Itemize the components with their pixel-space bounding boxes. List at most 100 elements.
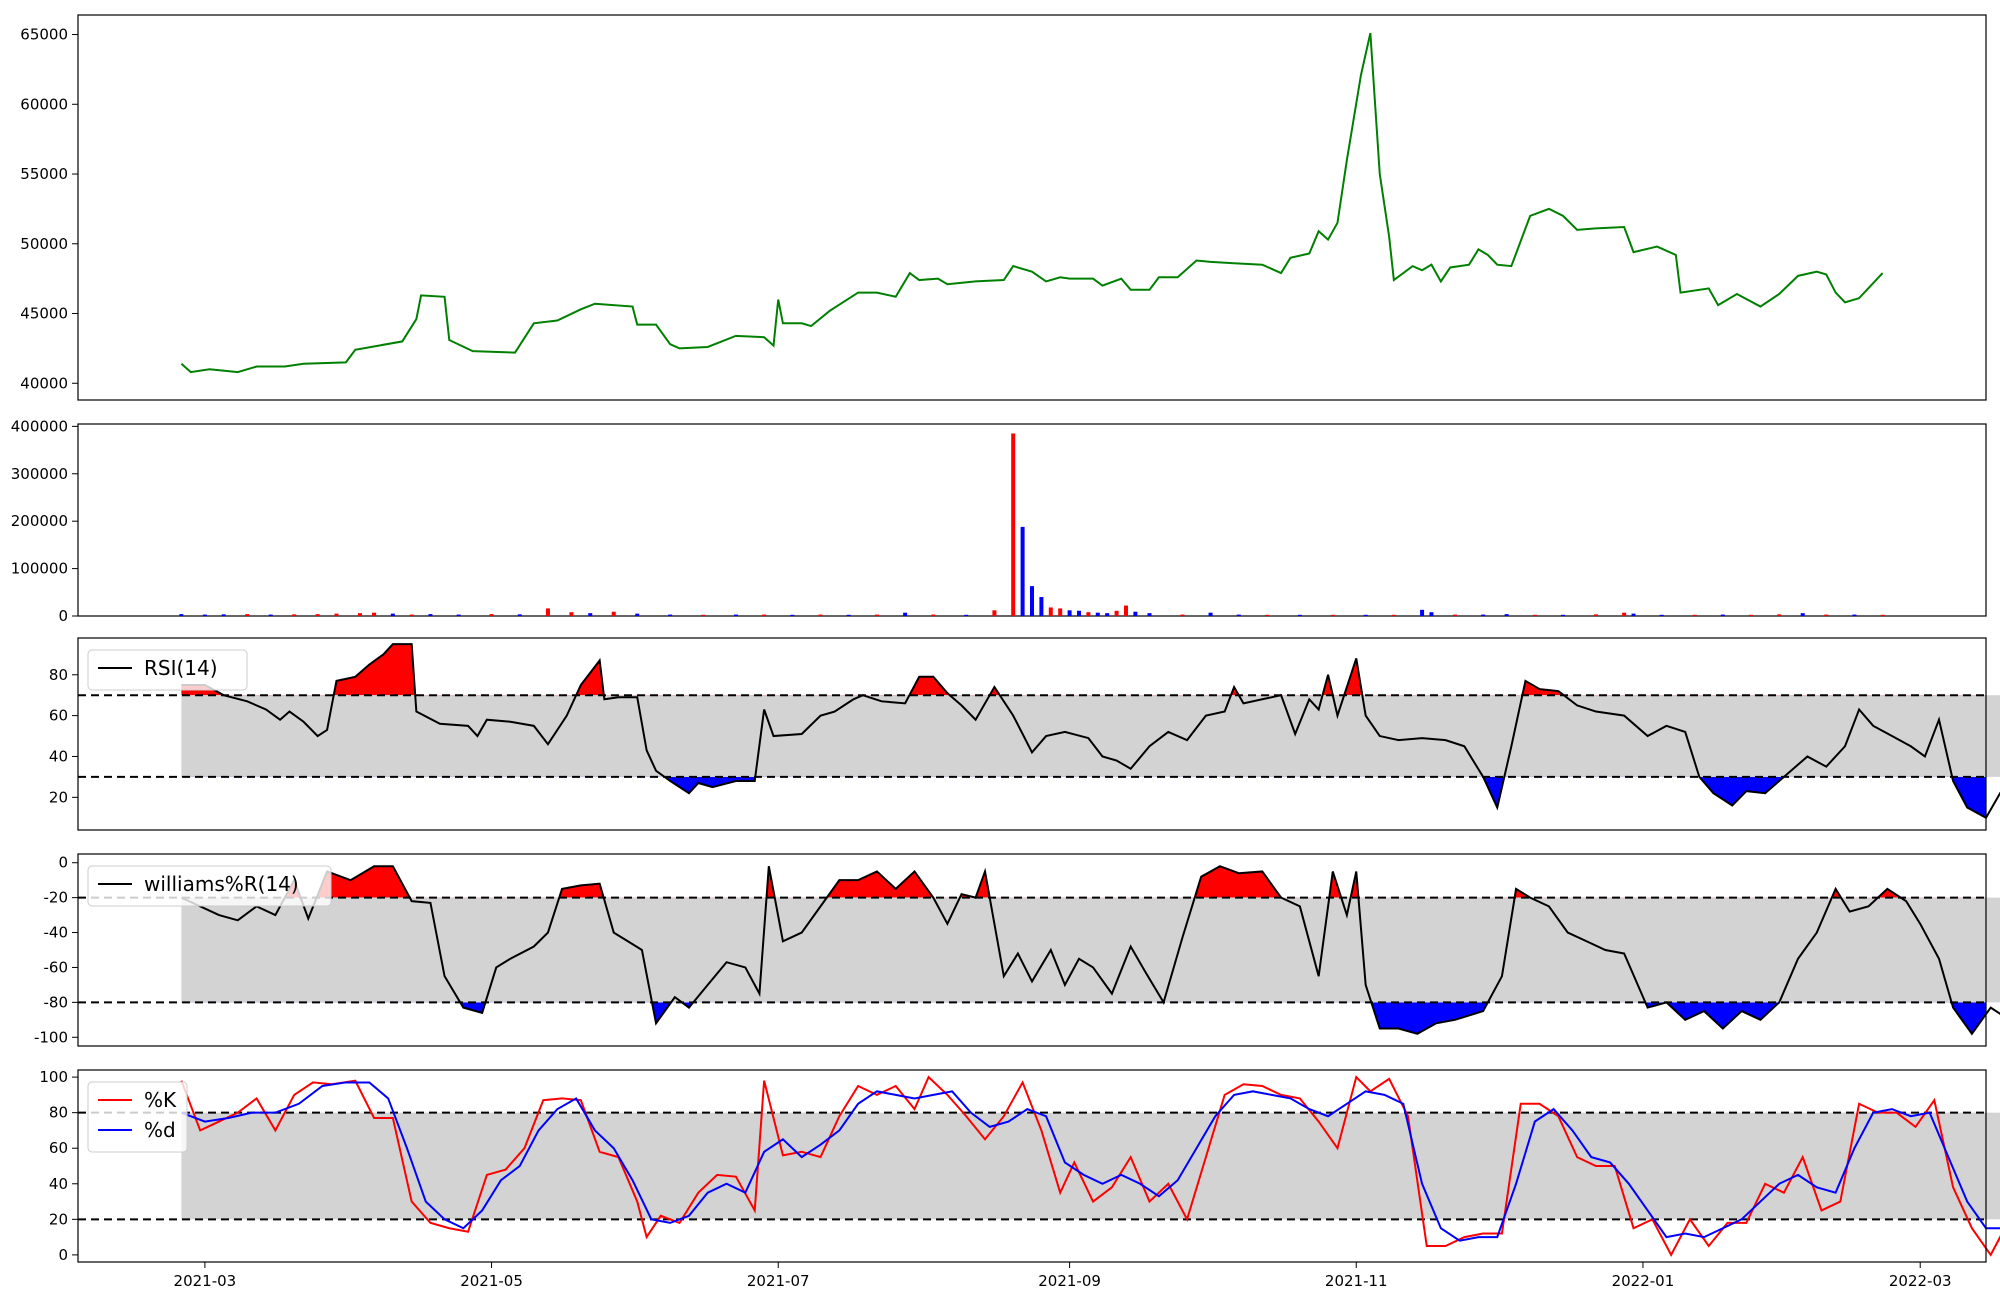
volume-bar — [1030, 586, 1034, 616]
volume-bar — [1180, 614, 1185, 616]
volume-bar — [221, 614, 226, 616]
y-tick-label: 400000 — [11, 417, 68, 435]
x-tick-label: 2022-03 — [1889, 1272, 1952, 1290]
y-tick-label: 60 — [49, 1139, 68, 1157]
y-tick-label: 0 — [58, 1246, 68, 1264]
volume-bar — [1532, 614, 1537, 616]
volume-bar — [409, 614, 414, 616]
volume-bar — [1058, 608, 1063, 616]
volume-bar — [1086, 612, 1091, 616]
volume-bar — [1824, 614, 1829, 616]
volume-bar — [334, 613, 339, 616]
volume-bar — [1800, 613, 1805, 616]
volume-bar — [1749, 614, 1754, 616]
volume-bar — [1048, 607, 1053, 616]
x-tick-label: 2021-07 — [747, 1272, 810, 1290]
y-tick-label: -40 — [44, 924, 69, 942]
volume-bar — [1777, 614, 1782, 616]
volume-bar — [992, 610, 997, 616]
volume-bar — [733, 614, 738, 616]
y-tick-label: -100 — [34, 1028, 68, 1046]
legend-entry: %d — [144, 1118, 176, 1142]
x-tick-label: 2021-03 — [174, 1272, 237, 1290]
volume-bar — [846, 614, 851, 616]
y-tick-label: 100 — [39, 1068, 68, 1086]
volume-bar — [202, 614, 207, 616]
indicator-band — [181, 1112, 2000, 1220]
volume-bar — [1114, 610, 1119, 616]
y-tick-label: 40000 — [20, 374, 68, 392]
y-tick-label: 55000 — [20, 165, 68, 183]
volume-bar — [357, 613, 362, 616]
legend-box — [87, 865, 332, 907]
oversold-fill — [664, 776, 1986, 818]
volume-bar — [1692, 614, 1697, 616]
overbought-fill — [181, 644, 1986, 696]
y-tick-label: 40 — [49, 747, 68, 765]
volume-bar — [635, 613, 640, 616]
volume-bar — [818, 614, 823, 616]
volume-bar — [874, 614, 879, 616]
y-tick-label: 40 — [49, 1175, 68, 1193]
volume-bar — [292, 614, 297, 616]
rsi-line — [181, 643, 2000, 820]
volume-bar — [1504, 614, 1509, 616]
volume-bar — [372, 612, 377, 616]
volume-bar — [428, 614, 433, 616]
volume-bar — [1452, 614, 1457, 616]
x-tick-label: 2021-11 — [1325, 1272, 1388, 1290]
volume-bar — [964, 614, 969, 616]
volume-bar — [390, 613, 395, 616]
volume-bar — [489, 614, 494, 616]
volume-bar — [1720, 614, 1725, 616]
volume-bar — [903, 612, 908, 616]
price-line — [180, 32, 1884, 374]
y-tick-label: 0 — [58, 854, 68, 872]
volume-bar — [1420, 609, 1425, 616]
y-tick-label: 60000 — [20, 95, 68, 113]
panel-2-frame — [77, 637, 1987, 831]
volume-bar — [1123, 605, 1128, 616]
volume-bar — [1297, 614, 1302, 616]
y-tick-label: 65000 — [20, 26, 68, 44]
y-tick-label: 0 — [58, 607, 68, 625]
volume-bar — [1147, 613, 1152, 616]
volume-bar — [790, 614, 795, 616]
volume-bar — [931, 614, 936, 616]
volume-bar — [668, 614, 673, 616]
volume-bar — [762, 614, 767, 616]
panel-4-frame — [77, 1069, 1987, 1263]
stoch-k-line — [180, 1075, 2000, 1258]
volume-bar — [545, 608, 550, 616]
volume-bar — [1020, 526, 1025, 616]
volume-bar — [1631, 613, 1636, 616]
x-tick-label: 2022-01 — [1612, 1272, 1675, 1290]
volume-bar — [315, 614, 320, 616]
volume-bar — [1429, 612, 1434, 616]
y-tick-label: 300000 — [11, 465, 68, 483]
volume-bar — [1095, 612, 1100, 616]
volume-bar — [1593, 614, 1598, 616]
volume-bar — [1622, 612, 1627, 616]
volume-bar — [701, 614, 706, 616]
volume-bar — [268, 614, 273, 616]
legend-entry: %K — [144, 1088, 177, 1112]
volume-bar — [1481, 614, 1486, 616]
legend-box — [87, 649, 248, 691]
y-tick-label: 200000 — [11, 512, 68, 530]
stoch-d-line — [181, 1081, 2000, 1242]
panel-3-frame — [77, 853, 1987, 1047]
y-tick-label: 100000 — [11, 560, 68, 578]
legend-entry: williams%R(14) — [144, 872, 299, 896]
volume-bar — [517, 614, 522, 616]
panel-0-frame — [77, 14, 1987, 401]
y-tick-label: -60 — [44, 958, 69, 976]
volume-bar — [1105, 613, 1110, 616]
williams-r-line — [180, 865, 2000, 1036]
volume-bar — [1067, 610, 1072, 616]
volume-bar — [1659, 614, 1664, 616]
y-tick-label: -80 — [44, 993, 69, 1011]
volume-bar — [179, 614, 184, 616]
volume-bar — [245, 614, 250, 616]
